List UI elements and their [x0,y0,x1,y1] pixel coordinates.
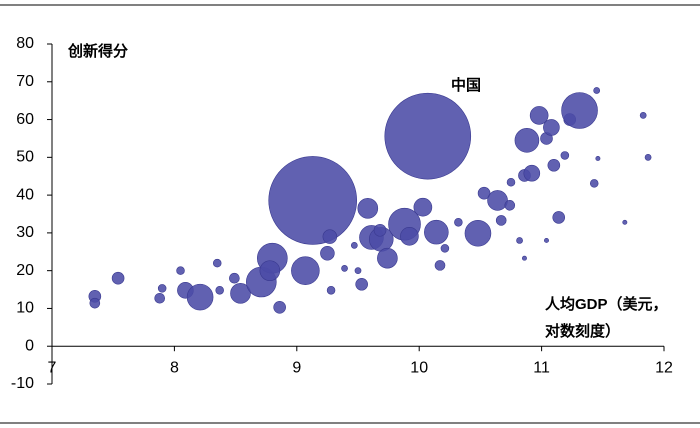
bubble [561,92,598,129]
bubble [514,128,540,153]
annotation: 中国 [451,76,481,94]
x-axis-title: 人均GDP（美元， [545,295,668,313]
bubble [487,190,508,211]
bubble [341,265,348,272]
bubble [589,179,599,188]
bubble [477,186,491,200]
bubble [552,211,566,224]
bubble [506,178,516,187]
bubble [560,151,570,160]
x-tick-label: 12 [655,359,673,376]
bubble [516,237,523,244]
bubble [354,267,362,275]
bubble [273,301,286,314]
bubble [176,266,185,275]
y-tick-label: 50 [16,149,34,166]
bubble [320,246,335,261]
bubble [529,106,549,125]
bubble [434,260,446,271]
x-tick-label: 11 [533,359,550,376]
y-tick-label: 10 [16,300,34,317]
bubble [259,260,281,281]
bubble [355,277,368,291]
bubble [400,226,419,246]
x-tick-label: 8 [170,359,179,376]
bubble [547,158,561,172]
y-tick-label: 20 [16,262,34,279]
bubble [464,219,492,247]
bubble [454,218,463,227]
bubble [157,284,167,293]
bubble [373,223,387,237]
bubble [595,156,601,161]
bubble [495,215,507,226]
bubble [229,272,240,284]
bubble [212,258,222,268]
bubble [504,200,516,211]
bubble [291,256,320,285]
bubble [326,286,336,295]
bubble [230,283,251,304]
y-tick-label: 30 [16,224,34,241]
bubble [357,198,379,219]
x-tick-label: 7 [48,359,57,376]
bubble [521,255,527,261]
bubble [215,286,224,295]
bubble [322,229,338,244]
bubble [413,197,433,217]
bubble [639,112,647,119]
bubble [622,219,628,225]
bubble [543,119,560,136]
y-tick-label: 0 [25,337,34,354]
x-axis-title: 对数刻度） [545,322,620,340]
bubble [523,164,541,182]
y-tick-label: -10 [11,375,34,392]
y-tick-label: 80 [16,35,34,52]
bubble [440,244,450,253]
bubble [593,87,601,94]
y-tick-label: 70 [16,73,34,90]
bubble [154,292,166,304]
bubble [424,219,449,245]
bubble [89,297,101,309]
bubble [377,247,398,269]
x-tick-label: 10 [410,359,428,376]
bubble [268,156,358,245]
y-tick-label: 60 [16,111,34,128]
bubble [186,283,214,311]
x-tick-label: 9 [292,359,301,376]
bubble [384,92,472,180]
y-tick-label: 40 [16,186,34,203]
bubble [350,241,358,249]
y-axis-title: 创新得分 [67,42,128,60]
bubble [544,237,549,243]
bubble [111,271,125,285]
bubble [644,153,652,161]
